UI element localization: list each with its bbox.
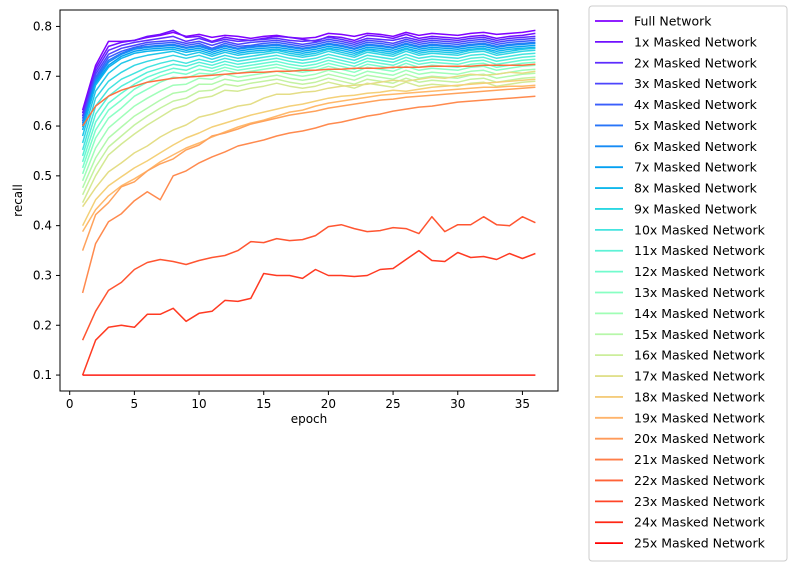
y-tick-label: 0.6: [33, 119, 52, 133]
legend-label: Full Network: [634, 14, 712, 29]
legend-label: 20x Masked Network: [634, 431, 766, 446]
series-line-20: [81, 70, 536, 208]
series-line-24: [81, 95, 536, 294]
legend-label: 25x Masked Network: [634, 536, 766, 551]
legend-label: 22x Masked Network: [634, 473, 766, 488]
x-tick-label: 20: [321, 397, 336, 411]
series-line-5: [81, 41, 536, 124]
legend-label: 5x Masked Network: [634, 118, 758, 133]
legend-label: 8x Masked Network: [634, 181, 758, 196]
x-tick-label: 30: [450, 397, 465, 411]
series-line-23: [81, 86, 536, 251]
plot-lines: [81, 29, 536, 376]
series-line-11: [81, 52, 536, 151]
series-line-21: [81, 78, 536, 227]
legend-label: 9x Masked Network: [634, 201, 758, 216]
legend-label: 6x Masked Network: [634, 139, 758, 154]
series-line-0: [81, 29, 536, 111]
series-line-6: [81, 42, 536, 126]
x-tick-label: 15: [256, 397, 271, 411]
y-axis-label: recall: [11, 184, 25, 217]
chart-legend: Full Network 1x Masked Network 2x Masked N…: [588, 5, 788, 562]
series-line-10: [81, 49, 536, 144]
series-line-16: [81, 68, 536, 182]
legend-label: 2x Masked Network: [634, 55, 758, 70]
series-line-17: [81, 72, 536, 189]
series-line-2: [81, 35, 536, 117]
y-tick-label: 0.8: [33, 19, 52, 33]
series-line-15: [81, 64, 536, 175]
series-line-22: [81, 84, 536, 232]
series-line-25: [81, 63, 536, 127]
x-tick-label: 25: [385, 397, 400, 411]
x-tick-label: 5: [131, 397, 139, 411]
y-tick-label: 0.1: [33, 368, 52, 382]
series-line-7: [81, 44, 536, 128]
legend-label: 15x Masked Network: [634, 327, 766, 342]
series-line-4: [81, 39, 536, 122]
legend-box: [588, 5, 788, 562]
legend-label: 12x Masked Network: [634, 264, 766, 279]
series-line-26: [81, 215, 536, 341]
series-line-9: [81, 47, 536, 137]
legend-label: 23x Masked Network: [634, 494, 766, 509]
series-line-18: [81, 76, 536, 196]
legend-label: 7x Masked Network: [634, 160, 758, 175]
legend-label: 1x Masked Network: [634, 34, 758, 49]
legend-label: 4x Masked Network: [634, 97, 758, 112]
y-tick-label: 0.5: [33, 169, 52, 183]
legend-label: 19x Masked Network: [634, 410, 766, 425]
x-axis-label: epoch: [291, 412, 328, 426]
x-tick-label: 35: [515, 397, 530, 411]
y-tick-label: 0.7: [33, 69, 52, 83]
legend-label: 17x Masked Network: [634, 369, 766, 384]
y-tick-label: 0.4: [33, 219, 52, 233]
plot-frame: [59, 9, 559, 392]
y-tick-label: 0.2: [33, 318, 52, 332]
x-tick-label: 0: [66, 397, 74, 411]
legend-label: 16x Masked Network: [634, 348, 766, 363]
legend-label: 13x Masked Network: [634, 285, 766, 300]
legend-label: 18x Masked Network: [634, 389, 766, 404]
legend-label: 24x Masked Network: [634, 515, 766, 530]
series-line-14: [81, 61, 536, 169]
series-line-3: [81, 37, 536, 119]
series-line-27: [81, 249, 536, 376]
legend-label: 10x Masked Network: [634, 222, 766, 237]
legend-label: 3x Masked Network: [634, 76, 758, 91]
legend-label: 14x Masked Network: [634, 306, 766, 321]
legend-label: 21x Masked Network: [634, 452, 766, 467]
y-axis-ticks: 0.1 0.2 0.3 0.4 0.5 0.6 0.7 0.8: [33, 19, 60, 382]
x-axis-ticks: 0 5 10 15 20 25 30 35: [66, 391, 530, 411]
series-line-12: [81, 55, 536, 157]
series-line-8: [81, 46, 536, 131]
y-tick-label: 0.3: [33, 268, 52, 282]
series-line-19: [81, 80, 536, 204]
series-line-13: [81, 58, 536, 163]
x-tick-label: 10: [191, 397, 206, 411]
legend-label: 11x Masked Network: [634, 243, 766, 258]
